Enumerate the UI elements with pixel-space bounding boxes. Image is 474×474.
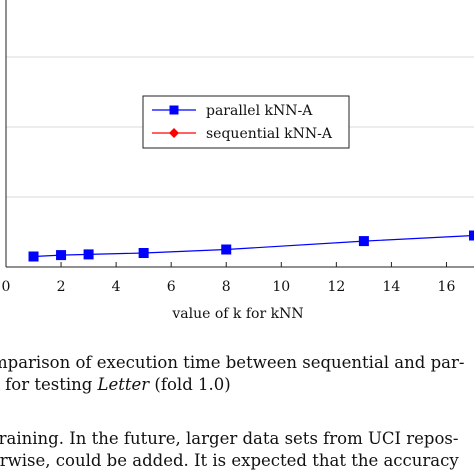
axes [5,0,474,268]
legend-box [142,95,350,149]
data-point [83,249,94,260]
legend-marker-sequential [169,128,179,138]
x-tick-label: 6 [167,279,176,295]
legend-entry-sequential: sequential kNN-A [152,126,333,142]
x-tick-label: 16 [438,279,456,295]
x-ticks: 0 2 4 6 8 10 12 14 16 [2,262,456,295]
legend-marker-parallel [169,105,179,115]
data-point [138,248,149,258]
x-tick-label: 2 [57,279,66,295]
x-tick-label: 12 [327,279,345,295]
caption-text-post: (fold 1.0) [149,375,231,394]
figure-caption-line-2: A for testing Letter (fold 1.0) [0,374,231,396]
legend: parallel kNN-A sequential kNN-A [142,95,350,149]
data-point [56,250,67,261]
data-point [469,230,474,241]
body-text-line-2: erwise, could be added. It is expected t… [0,451,459,470]
x-axis-label: value of k for kNN [171,306,303,322]
data-point [221,244,232,255]
caption-dataset-name: Letter [97,375,150,394]
caption-text-pre: A for testing [0,375,93,394]
legend-entry-parallel: parallel kNN-A [152,103,313,119]
body-text-line-1: training. In the future, larger data set… [0,429,459,448]
line-chart: 0 2 4 6 8 10 12 14 16 value of k for kNN paralle… [2,0,474,322]
series-line-0 [33,234,474,258]
legend-label-parallel: parallel kNN-A [206,103,313,119]
series-layer [28,230,474,262]
data-point [358,236,369,247]
x-tick-label: 10 [272,279,290,295]
x-tick-label: 14 [382,279,400,295]
data-point [28,251,39,262]
x-tick-label: 4 [112,279,121,295]
figure-caption-line-1: mparison of execution time between seque… [0,353,465,372]
x-tick-label: 0 [2,279,11,295]
x-tick-label: 8 [222,279,231,295]
legend-label-sequential: sequential kNN-A [206,126,333,142]
